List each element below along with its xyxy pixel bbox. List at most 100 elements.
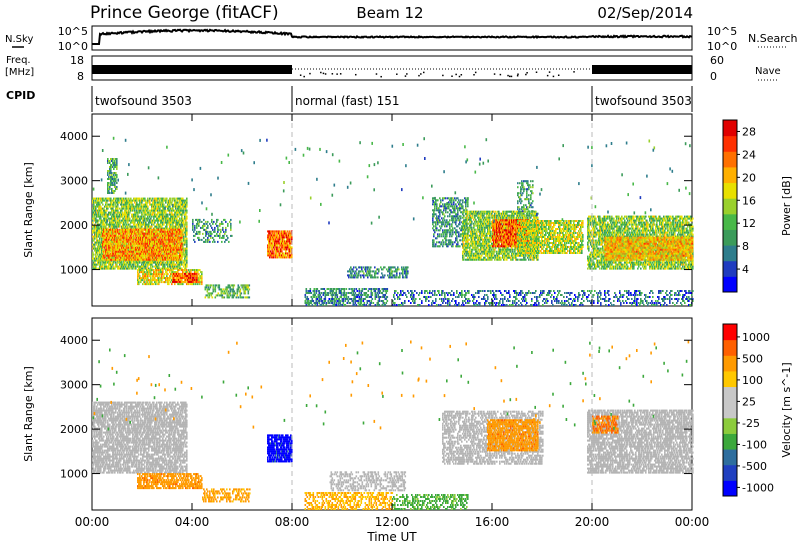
power-cell xyxy=(159,200,161,202)
power-cell xyxy=(185,220,187,222)
power-cell xyxy=(106,202,108,204)
power-cell xyxy=(186,256,188,258)
power-cell xyxy=(121,262,123,264)
power-cell xyxy=(129,218,131,220)
power-cell xyxy=(117,206,119,208)
power-cell xyxy=(185,214,187,216)
power-cell xyxy=(118,247,120,249)
power-cell xyxy=(118,200,120,202)
power-cell xyxy=(93,204,95,206)
power-cell xyxy=(107,208,109,210)
power-cell xyxy=(120,212,122,214)
power-cell xyxy=(158,206,160,208)
power-cell xyxy=(96,258,98,260)
power-cell xyxy=(119,241,121,243)
power-cell xyxy=(169,206,171,208)
power-cell xyxy=(145,200,147,202)
power-cell xyxy=(124,224,126,226)
power-cell xyxy=(133,239,135,241)
power-cell xyxy=(183,252,185,254)
power-cell xyxy=(96,244,98,246)
power-cell xyxy=(99,238,101,240)
power-cell xyxy=(126,264,128,266)
power-cell xyxy=(111,257,113,259)
power-cell xyxy=(171,212,173,214)
power-cell xyxy=(179,222,181,224)
power-cell xyxy=(157,210,159,212)
power-cell xyxy=(133,235,135,237)
power-cell xyxy=(128,266,130,268)
power-cell xyxy=(183,220,185,222)
power-cell xyxy=(184,258,186,260)
power-cell xyxy=(154,204,156,206)
power-cell xyxy=(121,204,123,206)
power-cell xyxy=(129,212,131,214)
nave-dot xyxy=(547,75,549,77)
power-cell xyxy=(180,206,182,208)
power-cell xyxy=(136,210,138,212)
power-cell xyxy=(186,224,188,226)
power-cell xyxy=(112,264,114,266)
power-cell xyxy=(126,249,128,251)
power-cell xyxy=(129,247,131,249)
power-cell xyxy=(137,264,139,266)
power-cell xyxy=(175,208,177,210)
power-cell xyxy=(166,226,168,228)
power-cell xyxy=(167,214,169,216)
nave-dot xyxy=(376,73,378,75)
power-cell xyxy=(169,210,171,212)
power-cell xyxy=(183,212,185,214)
power-cell xyxy=(186,260,188,262)
power-cell xyxy=(128,231,130,233)
nave-dot xyxy=(323,73,325,75)
power-cell xyxy=(112,233,114,235)
power-cell xyxy=(182,218,184,220)
power-cell xyxy=(120,245,122,247)
power-cell xyxy=(141,212,143,214)
power-cell xyxy=(109,233,111,235)
noise-right-tick-top: 10^5 xyxy=(707,25,737,38)
power-cell xyxy=(165,202,167,204)
power-cell xyxy=(166,200,168,202)
power-cell xyxy=(186,210,188,212)
power-cell xyxy=(172,208,174,210)
power-cell xyxy=(167,216,169,218)
power-cell xyxy=(125,222,127,224)
nave-dot xyxy=(451,75,453,77)
power-cell xyxy=(183,234,185,236)
power-cell xyxy=(92,228,94,230)
power-cell xyxy=(185,236,187,238)
power-cell xyxy=(170,198,172,200)
nave-dot xyxy=(461,74,463,76)
power-cell xyxy=(151,224,153,226)
power-cell xyxy=(115,212,117,214)
power-cell xyxy=(92,256,94,258)
noise-sky-label: N.Sky xyxy=(5,34,33,45)
power-cell xyxy=(98,220,100,222)
nave-dot xyxy=(320,72,322,74)
power-cell xyxy=(157,200,159,202)
power-cell xyxy=(123,226,125,228)
power-cell xyxy=(137,214,139,216)
power-cell xyxy=(112,249,114,251)
freq-band-twofsound-2 xyxy=(592,65,692,74)
power-cell xyxy=(146,204,148,206)
power-cell xyxy=(98,226,100,228)
power-cell xyxy=(100,262,102,264)
power-cell xyxy=(108,266,110,268)
power-cell xyxy=(186,212,188,214)
power-cell xyxy=(176,204,178,206)
power-cell xyxy=(147,208,149,210)
nave-dot xyxy=(536,71,538,73)
nave-tick-bottom: 0 xyxy=(710,70,717,83)
power-cell xyxy=(102,266,104,268)
nave-dot xyxy=(517,73,519,75)
power-cell xyxy=(137,257,139,259)
power-cell xyxy=(186,264,188,266)
power-cell xyxy=(139,212,141,214)
power-cell xyxy=(115,262,117,264)
power-cell xyxy=(155,202,157,204)
power-cell xyxy=(183,210,185,212)
power-cell xyxy=(105,212,107,214)
power-cell xyxy=(97,254,99,256)
